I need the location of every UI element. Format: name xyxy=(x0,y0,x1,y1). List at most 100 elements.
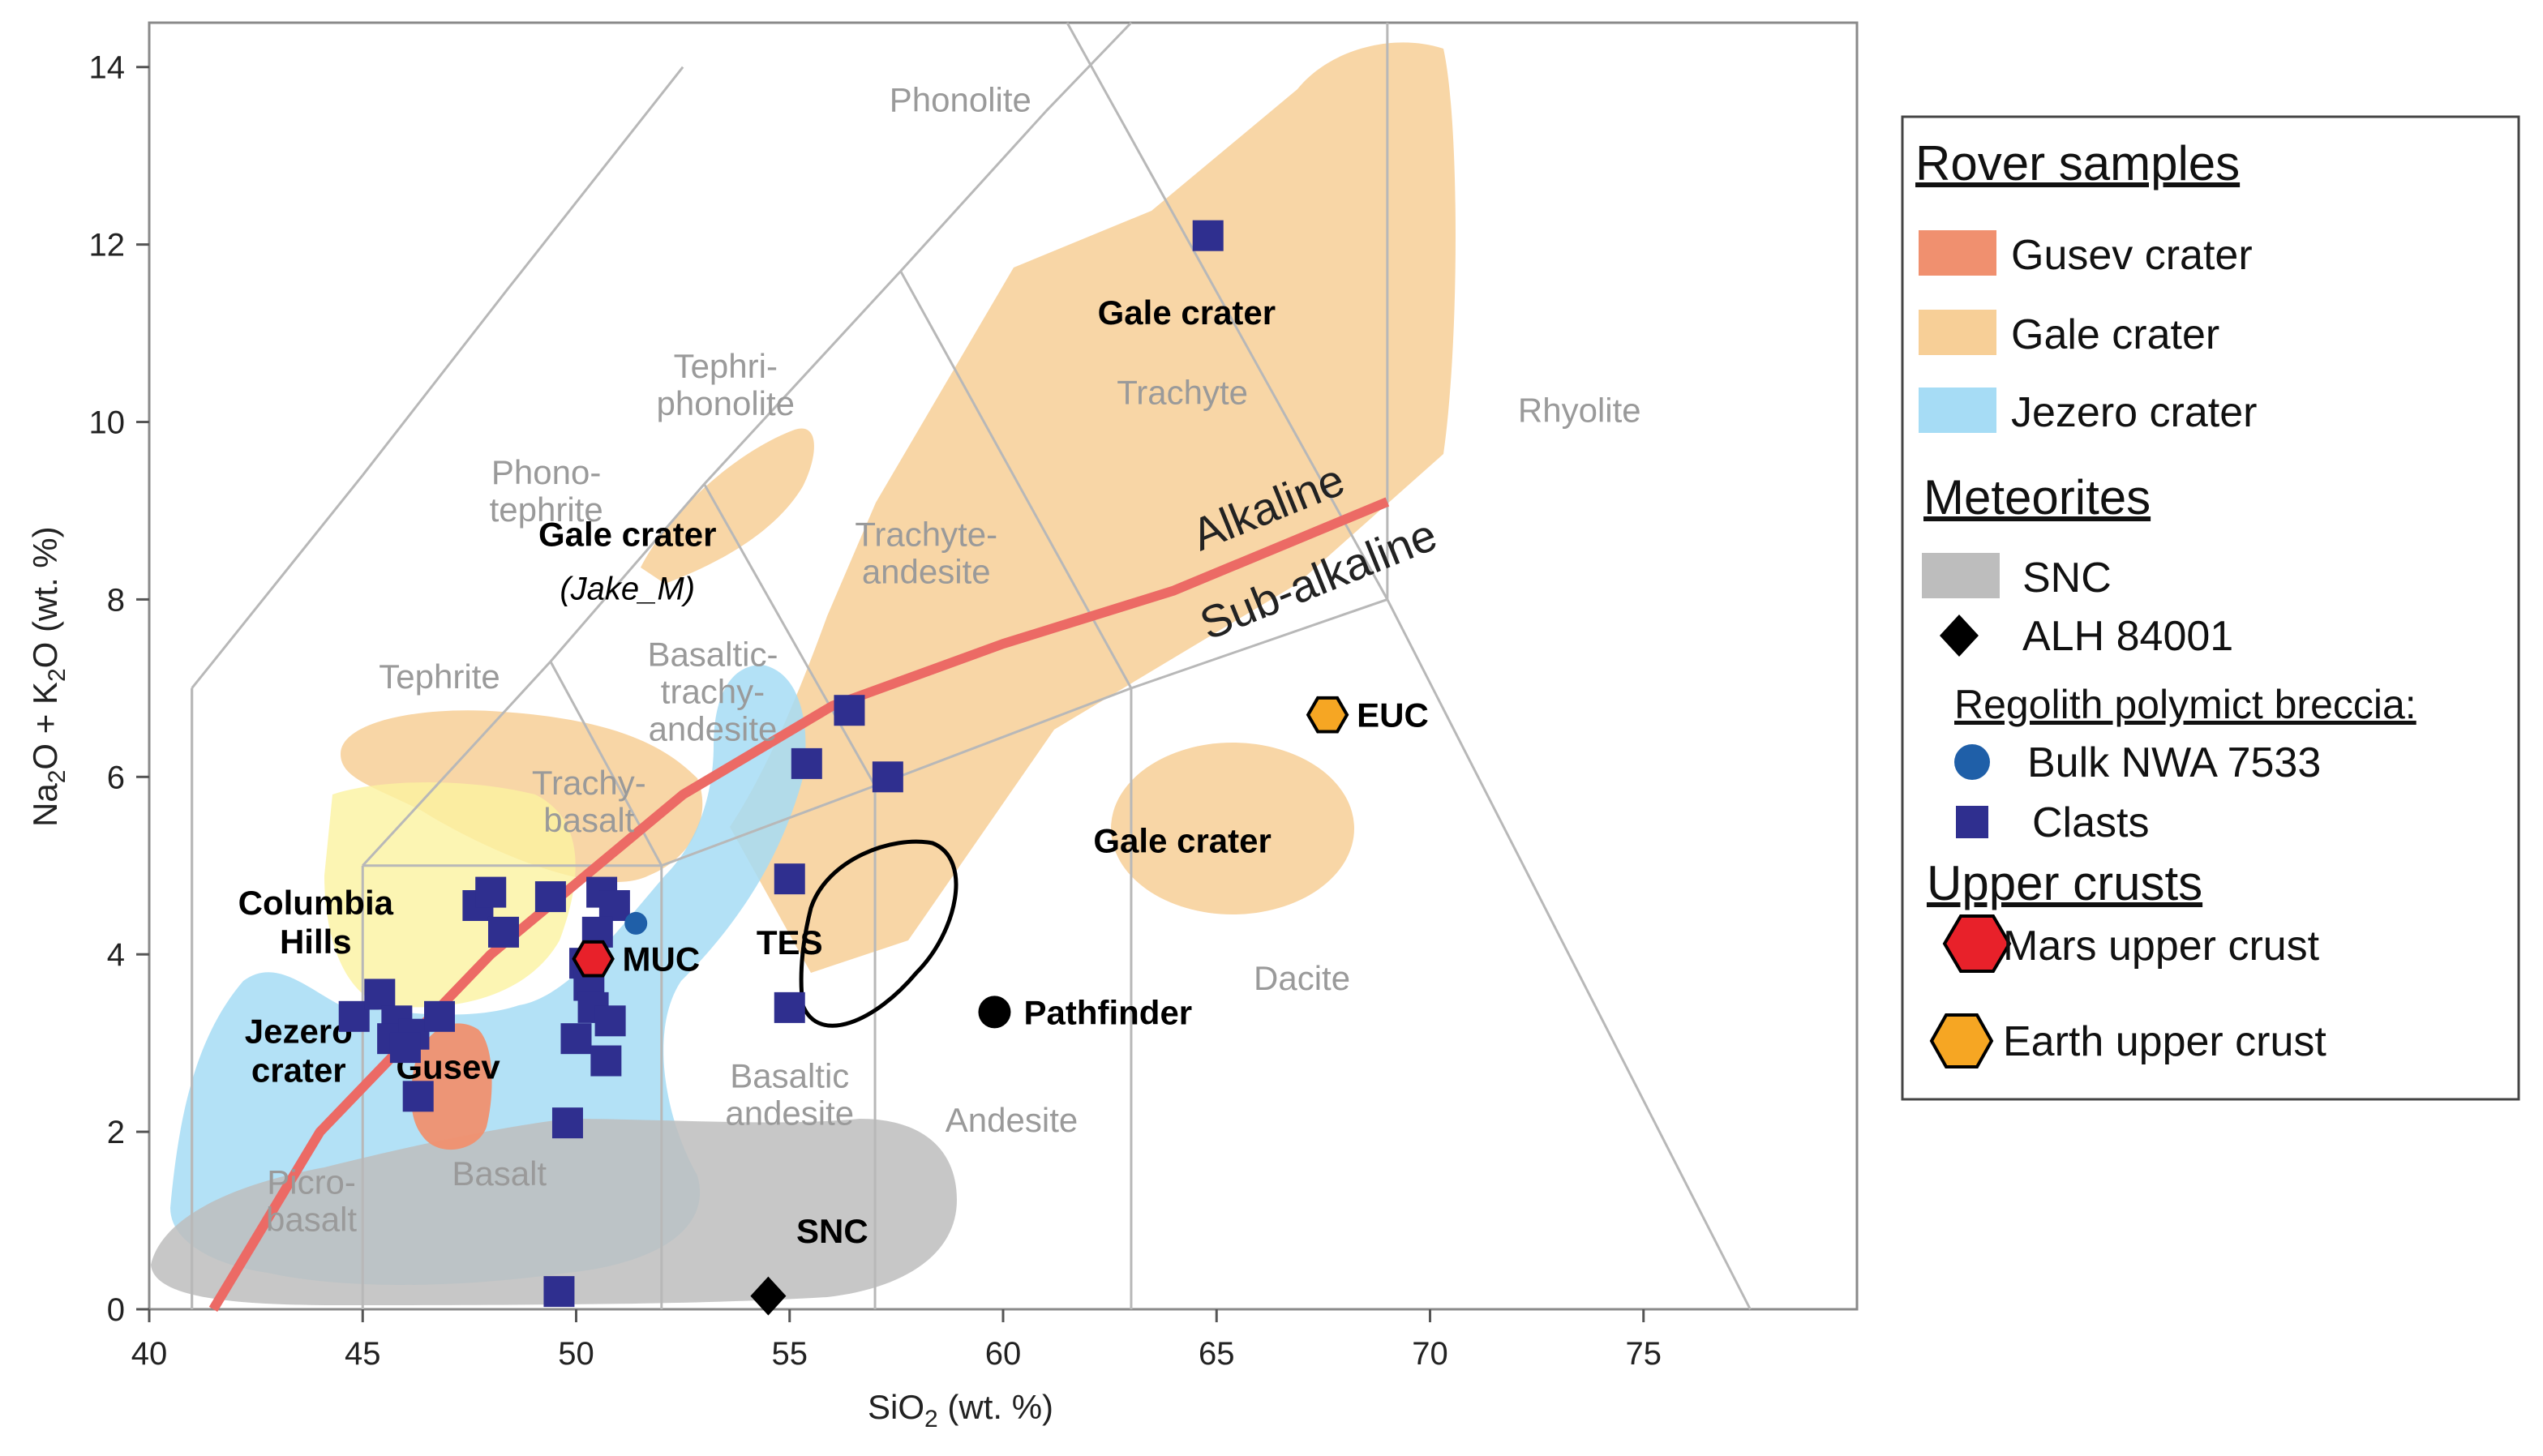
legend-title-upper: Upper crusts xyxy=(1927,856,2202,910)
field-label-line: Trachyte xyxy=(1117,374,1248,412)
field-label-line: Basalt xyxy=(452,1154,547,1193)
clasts-point xyxy=(774,863,805,895)
gale-crater-region-jake xyxy=(641,428,814,584)
legend-label-jezero: Jezero crater xyxy=(2011,389,2257,436)
region-labels: Gale crater Gale crater (Jake_M) Columbia Hi… xyxy=(238,293,1276,1250)
region-label-gale-right: Gale crater xyxy=(1093,821,1271,859)
y-axis-label-a-sub: 2 xyxy=(44,770,71,784)
field-boundary-19 xyxy=(1044,21,1133,113)
x-tick-label: 40 xyxy=(131,1336,168,1372)
data-points: MUC EUC Pathfinder xyxy=(338,220,1429,1316)
region-label-line: TES xyxy=(757,923,823,961)
clasts-point xyxy=(364,979,396,1010)
field-label-dacite: Dacite xyxy=(1254,959,1350,997)
x-tick-label: 45 xyxy=(345,1336,381,1372)
y-axis-label-a: Na xyxy=(26,783,64,827)
legend-marker-clasts xyxy=(1956,806,1988,838)
field-boundary-14 xyxy=(874,687,1132,787)
gale-crater-region-right xyxy=(1111,743,1354,914)
field-boundary-22 xyxy=(1386,598,1752,1310)
field-label-line: Trachy- xyxy=(532,764,646,802)
bulk-nwa-7533-point xyxy=(624,911,648,935)
field-label-line: trachy- xyxy=(661,673,765,711)
gusev-crater-region xyxy=(411,1023,492,1150)
x-tick-label: 65 xyxy=(1199,1336,1235,1372)
clasts-point xyxy=(598,890,630,922)
field-boundary-10 xyxy=(549,483,705,663)
field-label-line: Tephrite xyxy=(379,657,500,696)
y-tick-label: 10 xyxy=(89,405,126,441)
legend-subtitle-breccia: Regolith polymict breccia: xyxy=(1954,682,2416,727)
region-label-line: Jezero xyxy=(245,1013,353,1051)
field-label-line: Tephri- xyxy=(674,347,778,385)
field-boundary-17 xyxy=(703,483,877,786)
field-label-basaltic-trachyandesite: Basaltic-trachy-andesite xyxy=(647,636,778,748)
legend-marker-mars xyxy=(1942,914,2012,973)
y-tick-label: 6 xyxy=(107,760,125,795)
clasts-point xyxy=(424,1000,456,1032)
field-label-line: basalt xyxy=(266,1201,357,1239)
clasts-point xyxy=(791,747,822,779)
field-boundary-9 xyxy=(362,661,552,867)
region-label-line: Gale crater xyxy=(1098,293,1276,332)
earth-upper-crust-point-label: EUC xyxy=(1357,696,1429,734)
region-label-jezero-crater: Jezero crater xyxy=(245,1013,353,1090)
y-tick-label: 2 xyxy=(107,1115,125,1150)
legend: Rover samples Gusev crater Gale crater J… xyxy=(1901,115,2520,1101)
region-label-line: SNC xyxy=(796,1212,868,1250)
field-labels: Phonolite Tephri-phonolite Phono-tephrite T… xyxy=(266,80,1641,1238)
y-axis-label-b: O + K xyxy=(26,682,64,770)
field-boundary-15 xyxy=(1130,597,1388,690)
field-label-basaltic-andesite: Basaltic andesite xyxy=(725,1056,854,1132)
sample-regions xyxy=(151,42,1456,1305)
region-label-line: Gale crater xyxy=(538,516,716,554)
alh-84001-point xyxy=(750,1276,787,1316)
field-label-line: Andesite xyxy=(946,1101,1078,1139)
x-tick-label: 70 xyxy=(1412,1336,1448,1372)
axis-ticks: 40 45 50 55 60 65 70 75 0 2 4 6 8 10 12 14 xyxy=(89,50,1662,1372)
legend-label-mars: Mars upper crust xyxy=(2003,923,2320,970)
field-label-line: Rhyolite xyxy=(1518,392,1641,430)
field-boundary-11 xyxy=(703,270,902,486)
field-label-line: Phono- xyxy=(491,453,601,491)
field-boundary-21 xyxy=(1066,22,1389,601)
snc-region xyxy=(151,1119,957,1305)
legend-label-clasts: Clasts xyxy=(2032,799,2149,846)
clasts-point xyxy=(543,1276,575,1308)
field-label-picrobasalt: Picro-basalt xyxy=(266,1163,357,1239)
field-label-line: Trachyte- xyxy=(855,516,997,554)
x-axis-label-post: (wt. %) xyxy=(938,1388,1053,1426)
region-label-line: Hills xyxy=(280,923,352,961)
field-label-line: Picro- xyxy=(267,1163,356,1201)
x-tick-label: 50 xyxy=(558,1336,594,1372)
y-axis-label-c: O (wt. %) xyxy=(26,526,64,668)
tes-outline xyxy=(799,839,958,1028)
field-boundary-2 xyxy=(362,288,509,477)
field-label-tephrite: Tephrite xyxy=(379,657,500,696)
pathfinder-point-label: Pathfinder xyxy=(1023,993,1192,1031)
mars-upper-crust-point-label: MUC xyxy=(623,940,701,979)
region-label-columbia-hills: Columbia Hills xyxy=(238,884,394,961)
alkaline-subalkaline-line xyxy=(208,497,1390,1313)
legend-label-gusev: Gusev crater xyxy=(2011,232,2253,279)
field-boundary-12 xyxy=(899,110,1047,272)
y-axis-label: Na2O + K2O (wt. %) xyxy=(26,526,71,827)
field-label-line: Basaltic- xyxy=(647,636,778,674)
region-label-line: crater xyxy=(251,1051,346,1090)
x-axis-label-sub: 2 xyxy=(924,1406,938,1432)
gale-crater-region-upper xyxy=(730,42,1456,973)
legend-marker-earth xyxy=(1929,1013,1994,1068)
clasts-point xyxy=(487,916,519,948)
field-label-line: andesite xyxy=(649,710,778,748)
field-label-line: andesite xyxy=(725,1094,854,1132)
clasts-point xyxy=(534,881,566,913)
clasts-point xyxy=(590,1045,622,1077)
region-label-gale-jake-sub: (Jake_M) xyxy=(560,571,695,606)
legend-title-rover: Rover samples xyxy=(1915,136,2240,191)
legend-label-alh: ALH 84001 xyxy=(2022,613,2233,660)
clasts-point xyxy=(872,761,903,793)
y-tick-label: 4 xyxy=(107,937,125,973)
region-label-gale-upper: Gale crater xyxy=(1098,293,1276,332)
legend-swatch-snc xyxy=(1922,553,2000,598)
clasts-point xyxy=(402,1081,434,1112)
